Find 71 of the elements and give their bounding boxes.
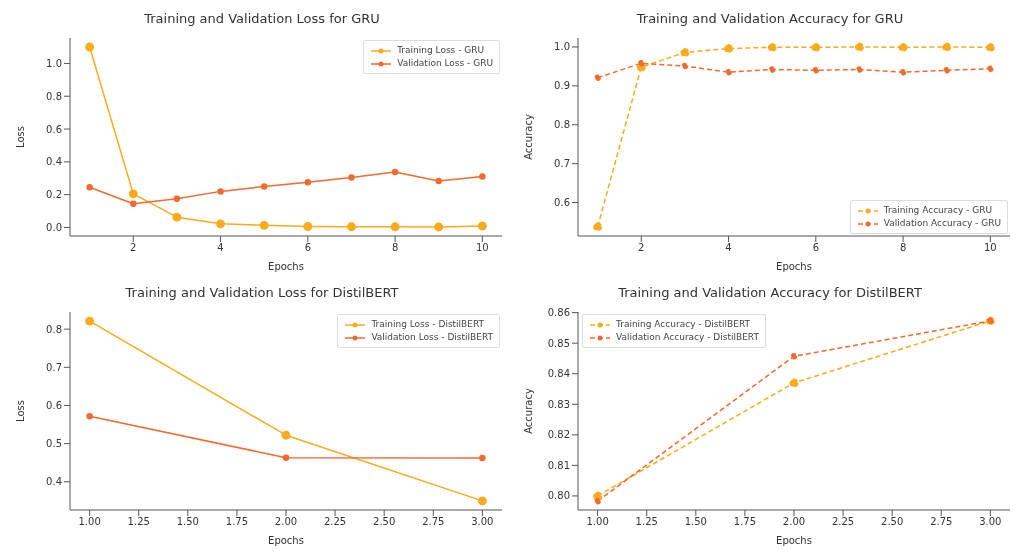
y-tick-label: 0.0 bbox=[46, 222, 62, 234]
x-tick-label: 1.75 bbox=[733, 516, 757, 528]
x-tick-label: 2.50 bbox=[373, 516, 396, 528]
legend-label: Training Accuracy - DistilBERT bbox=[616, 318, 751, 331]
x-axis-title: Epochs bbox=[268, 535, 304, 546]
x-tick-label: 2 bbox=[130, 242, 137, 254]
y-tick-label: 0.82 bbox=[547, 429, 570, 441]
x-axis-title: Epochs bbox=[776, 261, 812, 272]
x-tick-label: 1.25 bbox=[635, 516, 658, 528]
legend-label: Training Accuracy - GRU bbox=[883, 204, 993, 217]
x-tick-label: 4 bbox=[217, 242, 224, 254]
x-tick-label: 2.75 bbox=[422, 516, 445, 528]
legend-label: Validation Loss - GRU bbox=[397, 57, 493, 70]
x-tick-label: 3.00 bbox=[979, 516, 1002, 528]
y-axis-title: Accuracy bbox=[522, 388, 534, 434]
y-tick-label: 0.81 bbox=[547, 459, 570, 471]
chart-title: Training and Validation Accuracy for GRU bbox=[635, 10, 905, 28]
x-tick-label: 2.25 bbox=[831, 516, 855, 528]
legend-label: Training Loss - GRU bbox=[397, 44, 485, 57]
y-tick-label: 0.4 bbox=[46, 476, 62, 488]
chart-title: Training and Validation Loss for DistilBERT bbox=[124, 284, 400, 302]
x-tick-label: 2.00 bbox=[782, 516, 806, 528]
chart-title: Training and Validation Accuracy for DistilBERT bbox=[617, 284, 923, 302]
y-tick-label: 0.6 bbox=[46, 400, 62, 412]
legend-label: Validation Loss - DistilBERT bbox=[371, 331, 493, 344]
y-tick-label: 1.0 bbox=[554, 41, 570, 53]
y-tick-label: 0.83 bbox=[547, 398, 570, 410]
x-tick-label: 8 bbox=[391, 242, 399, 254]
x-tick-label: 2.00 bbox=[274, 516, 298, 528]
y-tick-label: 0.9 bbox=[554, 80, 570, 92]
x-axis-title: Epochs bbox=[776, 535, 812, 546]
y-tick-label: 0.80 bbox=[547, 490, 570, 502]
y-tick-label: 0.6 bbox=[46, 123, 62, 135]
x-tick-label: 1.00 bbox=[586, 516, 609, 528]
x-axis-title: Epochs bbox=[268, 261, 304, 272]
y-axis-title: Loss bbox=[14, 126, 26, 148]
y-tick-label: 0.7 bbox=[554, 158, 570, 170]
x-tick-label: 10 bbox=[984, 242, 997, 254]
y-tick-label: 0.2 bbox=[46, 189, 62, 201]
y-tick-label: 0.6 bbox=[554, 197, 570, 209]
x-tick-label: 4 bbox=[725, 242, 732, 254]
legend-label: Validation Accuracy - DistilBERT bbox=[616, 331, 759, 344]
x-tick-label: 10 bbox=[476, 242, 489, 254]
y-tick-label: 0.7 bbox=[46, 361, 62, 373]
legend-label: Validation Accuracy - GRU bbox=[883, 217, 1001, 230]
x-tick-label: 6 bbox=[812, 242, 820, 254]
x-tick-label: 1.00 bbox=[78, 516, 101, 528]
x-tick-label: 2.75 bbox=[930, 516, 953, 528]
x-tick-label: 2.25 bbox=[323, 516, 347, 528]
y-tick-label: 1.0 bbox=[46, 57, 62, 69]
y-tick-label: 0.8 bbox=[46, 90, 62, 102]
x-tick-label: 1.50 bbox=[176, 516, 199, 528]
y-tick-label: 0.85 bbox=[547, 337, 570, 349]
x-tick-label: 1.50 bbox=[684, 516, 707, 528]
x-tick-label: 1.25 bbox=[127, 516, 150, 528]
y-axis-title: Loss bbox=[14, 400, 26, 422]
y-tick-label: 0.86 bbox=[547, 307, 570, 319]
x-tick-label: 8 bbox=[899, 242, 907, 254]
y-tick-label: 0.8 bbox=[554, 119, 570, 131]
x-tick-label: 2.50 bbox=[881, 516, 904, 528]
y-tick-label: 0.8 bbox=[46, 323, 62, 335]
y-tick-label: 0.4 bbox=[46, 156, 62, 168]
chart-title: Training and Validation Loss for GRU bbox=[143, 10, 381, 28]
y-tick-label: 0.5 bbox=[46, 438, 62, 450]
x-tick-label: 6 bbox=[304, 242, 312, 254]
y-tick-label: 0.84 bbox=[547, 368, 570, 380]
x-tick-label: 1.75 bbox=[225, 516, 249, 528]
x-tick-label: 3.00 bbox=[471, 516, 494, 528]
legend-label: Training Loss - DistilBERT bbox=[371, 318, 485, 331]
y-axis-title: Accuracy bbox=[522, 114, 534, 160]
x-tick-label: 2 bbox=[638, 242, 645, 254]
